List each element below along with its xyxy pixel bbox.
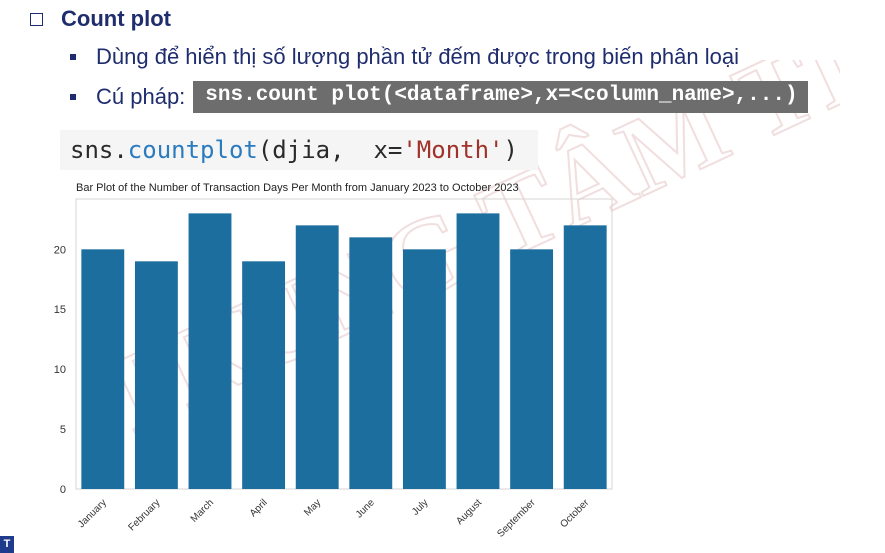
- code-function: countplot: [127, 136, 258, 164]
- square-bullet-icon: [70, 94, 76, 100]
- x-tick-label: June: [354, 497, 377, 520]
- plot-frame: [75, 198, 613, 490]
- x-tick-label: January: [76, 497, 109, 530]
- bar: [456, 213, 500, 489]
- code-prefix: sns.: [70, 136, 128, 164]
- x-tick-label: February: [126, 497, 162, 533]
- code-close: ): [503, 136, 518, 164]
- y-tick-label: 15: [54, 304, 66, 316]
- syntax-label: Cú pháp:: [96, 84, 186, 109]
- bar: [349, 237, 393, 489]
- description-text: Dùng để hiển thị số lượng phần tử đếm đư…: [96, 44, 739, 69]
- bullet-syntax: Cú pháp: sns.count plot(<dataframe>,x=<c…: [70, 81, 808, 113]
- bar: [295, 225, 339, 489]
- x-tick-label: September: [495, 497, 538, 540]
- x-tick-label: October: [558, 497, 591, 530]
- bar: [81, 249, 125, 489]
- bar: [510, 249, 554, 489]
- code-args: (djia, x=: [257, 136, 403, 164]
- y-tick-label: 5: [60, 424, 66, 436]
- bar: [563, 225, 607, 489]
- x-tick-label: March: [189, 497, 216, 524]
- y-tick-label: 10: [54, 364, 66, 376]
- y-tick-label: 20: [54, 244, 66, 256]
- bar: [402, 249, 446, 489]
- bar: [242, 261, 286, 489]
- square-bullet-icon: [70, 54, 76, 60]
- code-snippet: sns.countplot(djia, x='Month'): [60, 130, 538, 170]
- x-tick-label: August: [454, 497, 484, 527]
- syntax-code: sns.count plot(<dataframe>,x=<column_nam…: [193, 81, 808, 113]
- section-title: Count plot: [61, 6, 171, 31]
- x-tick-label: May: [302, 497, 323, 518]
- checkbox-bullet-icon: [30, 12, 43, 26]
- chart-title: Bar Plot of the Number of Transaction Da…: [76, 182, 519, 194]
- bar: [188, 213, 232, 489]
- x-tick-label: April: [248, 497, 270, 519]
- section-header: Count plot: [30, 6, 171, 32]
- x-tick-label: July: [410, 497, 430, 517]
- bullet-description: Dùng để hiển thị số lượng phần tử đếm đư…: [70, 44, 739, 70]
- bar: [134, 261, 178, 489]
- y-tick-label: 0: [60, 484, 66, 496]
- logo: T: [0, 536, 14, 553]
- code-string: 'Month': [402, 136, 504, 164]
